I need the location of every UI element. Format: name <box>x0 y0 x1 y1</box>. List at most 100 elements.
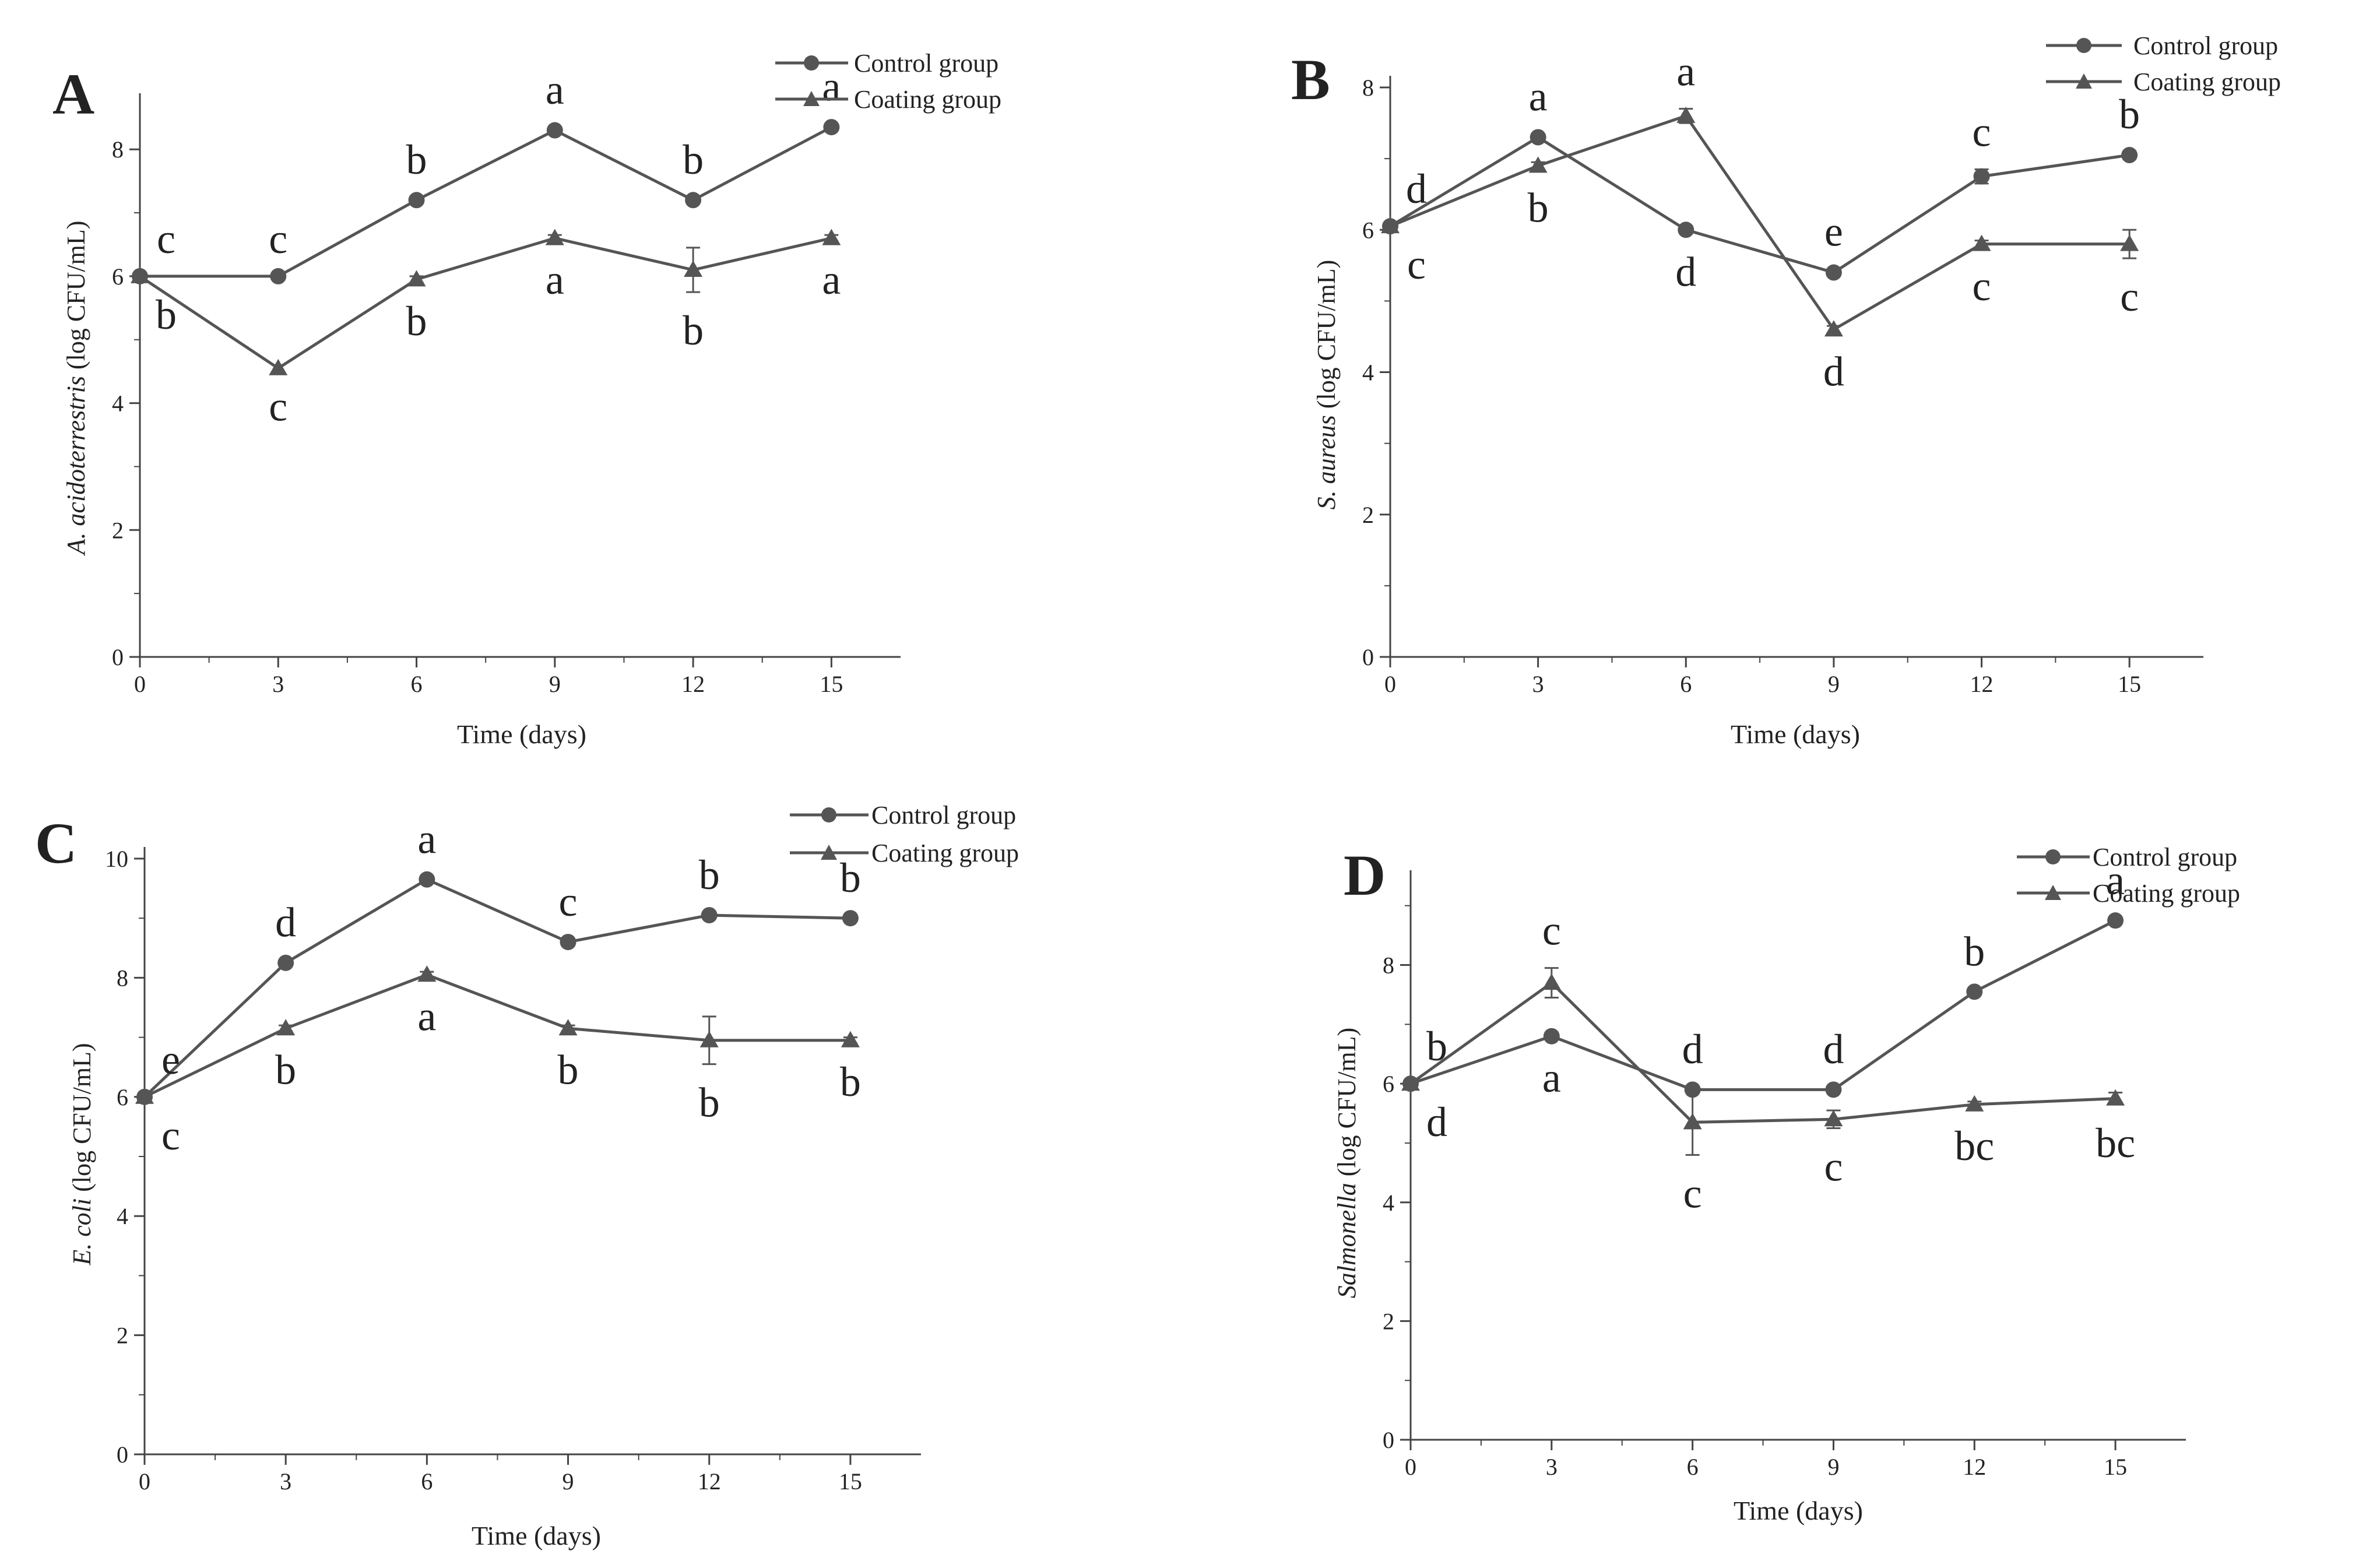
legend-circle-marker-icon <box>2076 38 2091 53</box>
y-tick-label: 2 <box>1383 1308 1394 1334</box>
axes-a: 0 3 6 9 12 15 0 2 4 6 8 <box>112 93 901 697</box>
x-tick-label: 9 <box>549 671 561 697</box>
control-data-point <box>1543 1028 1560 1045</box>
control-significance-letter: d <box>1823 1026 1844 1073</box>
coating-significance-letter: b <box>406 298 427 344</box>
control-data-point <box>560 934 576 951</box>
coating-data-point <box>1542 973 1561 990</box>
control-data-point <box>270 268 287 284</box>
axes-d: 0 3 6 9 12 15 0 2 4 6 8 <box>1383 870 2186 1480</box>
control-data-point <box>701 907 718 924</box>
x-tick-label: 6 <box>411 671 423 697</box>
y-axis-label-a-species: A. acidoterrestris <box>62 376 90 556</box>
control-significance-letter: b <box>2119 91 2140 138</box>
y-tick-label: 4 <box>112 391 124 417</box>
coating-significance-letter: c <box>1542 908 1561 954</box>
control-data-point <box>823 119 840 136</box>
coating-significance-letter: b <box>683 307 704 354</box>
control-significance-letter: d <box>1682 1026 1703 1073</box>
legend-coating-label-d: Coating group <box>2093 879 2240 908</box>
x-axis-label-c: Time (days) <box>472 1521 601 1551</box>
y-axis-label-d-species: Salmonella <box>1333 1183 1361 1298</box>
coating-data-point <box>407 270 426 287</box>
legend-control-label-b: Control group <box>2133 31 2278 60</box>
series-lines-b <box>1389 114 2130 332</box>
control-series-line <box>143 877 850 1098</box>
coating-significance-letter: b <box>558 1046 579 1093</box>
coating-series-line <box>139 237 832 370</box>
x-tick-label: 0 <box>1405 1454 1416 1480</box>
control-significance-letter: b <box>683 136 704 183</box>
coating-significance-letter: c <box>1683 1170 1702 1217</box>
x-tick-label: 12 <box>1963 1454 1986 1480</box>
y-tick-label: 8 <box>112 136 124 163</box>
control-significance-letter: a <box>417 816 436 863</box>
y-tick-label: 2 <box>117 1323 128 1349</box>
y-tick-label: 4 <box>1362 360 1374 386</box>
axes-c: 0 3 6 9 12 15 0 2 4 6 8 10 <box>105 846 921 1495</box>
y-tick-label: 2 <box>112 517 124 543</box>
legend-coating-label-a: Coating group <box>854 85 1001 114</box>
x-tick-label: 3 <box>280 1468 291 1495</box>
coating-data-point <box>545 228 564 245</box>
control-significance-letter: b <box>699 852 720 898</box>
y-axis-label-a: A. acidoterrestris (log CFU/mL) <box>62 221 90 557</box>
control-significance-letter: a <box>546 66 564 113</box>
control-data-point <box>546 122 563 139</box>
coating-series-line <box>143 973 850 1099</box>
y-axis-label-b-unit: (log CFU/mL) <box>1312 260 1341 415</box>
legend-triangle-marker-icon <box>821 845 837 860</box>
control-data-point <box>2121 147 2138 164</box>
y-tick-label: 6 <box>1362 217 1374 243</box>
x-tick-label: 0 <box>1384 671 1396 697</box>
control-series-line <box>1410 919 2117 1091</box>
coating-data-point <box>1972 234 1991 251</box>
control-data-point <box>1678 222 1694 238</box>
panel-label-A: A <box>52 62 94 126</box>
y-tick-label: 10 <box>105 846 128 872</box>
legend-d: Control group Coating group <box>2017 843 2240 908</box>
coating-data-point <box>684 261 703 277</box>
y-tick-label: 8 <box>1362 75 1374 101</box>
x-tick-label: 6 <box>1687 1454 1699 1480</box>
legend-circle-marker-icon <box>804 55 819 71</box>
y-axis-label-b-species: S. aureus <box>1312 415 1341 509</box>
coating-data-point <box>1824 1110 1843 1127</box>
legend-b: Control group Coating group <box>2046 31 2281 96</box>
y-axis-label-d: Salmonella (log CFU/mL) <box>1333 1028 1361 1298</box>
x-tick-label: 15 <box>2104 1454 2127 1480</box>
control-significance-letter: b <box>840 855 861 901</box>
coating-data-point <box>1683 1113 1702 1130</box>
x-tick-label: 3 <box>1546 1454 1558 1480</box>
coating-significance-letter: bc <box>2096 1120 2135 1166</box>
control-significance-letter: c <box>559 878 578 925</box>
coating-significance-letter: a <box>546 256 564 303</box>
legend-control-label-a: Control group <box>854 49 999 78</box>
coating-series-line <box>1390 114 2130 332</box>
coating-data-point <box>841 1031 860 1047</box>
x-tick-label: 0 <box>139 1468 150 1495</box>
axes-b: 0 3 6 9 12 15 0 2 4 6 8 <box>1362 75 2203 697</box>
panel-label-C: C <box>35 811 77 876</box>
x-tick-label: 9 <box>1828 671 1840 697</box>
legend-triangle-marker-icon <box>2076 73 2092 89</box>
y-tick-label: 4 <box>1383 1190 1394 1216</box>
series-markers-a <box>131 119 841 375</box>
y-tick-label: 0 <box>112 644 124 670</box>
coating-significance-letter: d <box>1823 348 1844 395</box>
control-data-point <box>842 910 859 927</box>
control-significance-letter: a <box>2106 857 2125 903</box>
coating-data-point <box>699 1031 719 1047</box>
control-significance-letter: d <box>275 899 296 946</box>
coating-significance-letter: b <box>840 1059 861 1105</box>
coating-significance-letter: b <box>156 291 177 338</box>
y-axis-label-b: S. aureus (log CFU/mL) <box>1312 260 1341 510</box>
panel-label-D: D <box>1344 843 1386 908</box>
control-data-point <box>277 954 294 971</box>
coating-data-point <box>1965 1095 1984 1112</box>
x-tick-label: 15 <box>839 1468 862 1495</box>
